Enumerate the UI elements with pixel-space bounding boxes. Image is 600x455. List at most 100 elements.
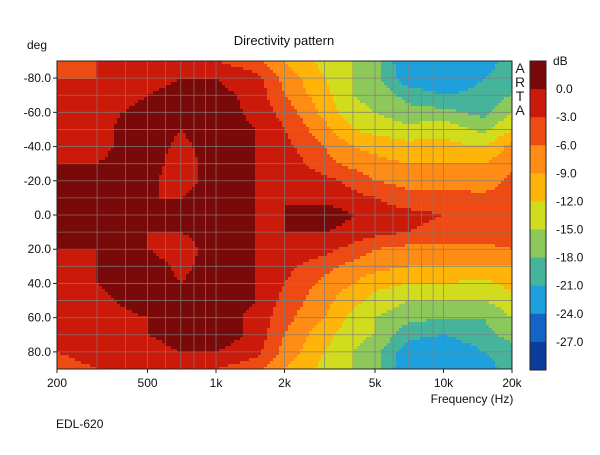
heatmap-cell [297, 103, 301, 107]
heatmap-cell [495, 115, 499, 119]
heatmap-cell [222, 157, 226, 161]
heatmap-cell [381, 148, 385, 152]
heatmap-cell [108, 148, 112, 152]
heatmap-cell [66, 76, 70, 80]
heatmap-cell [309, 106, 313, 110]
heatmap-cell [444, 94, 448, 98]
heatmap-cell [228, 67, 232, 71]
heatmap-cell [501, 130, 505, 134]
heatmap-cell [258, 61, 262, 65]
heatmap-cell [465, 106, 469, 110]
heatmap-cell [495, 85, 499, 89]
heatmap-cell [279, 82, 283, 86]
heatmap-cell [57, 70, 61, 74]
heatmap-cell [279, 133, 283, 137]
heatmap-cell [414, 151, 418, 155]
heatmap-cell [69, 139, 73, 143]
heatmap-cell [357, 124, 361, 128]
heatmap-cell [267, 115, 271, 119]
heatmap-cell [483, 124, 487, 128]
heatmap-cell [288, 103, 292, 107]
heatmap-cell [213, 157, 217, 161]
heatmap-cell [177, 130, 181, 134]
heatmap-cell [486, 112, 490, 116]
heatmap-cell [186, 151, 190, 155]
heatmap-cell [423, 112, 427, 116]
heatmap-cell [375, 70, 379, 74]
heatmap-cell [363, 124, 367, 128]
heatmap-cell [264, 133, 268, 137]
heatmap-cell [237, 109, 241, 113]
heatmap-cell [384, 97, 388, 101]
heatmap-cell [357, 73, 361, 77]
heatmap-cell [483, 139, 487, 143]
heatmap-cell [318, 142, 322, 146]
heatmap-cell [501, 64, 505, 68]
heatmap-cell [90, 118, 94, 122]
heatmap-cell [144, 157, 148, 161]
heatmap-cell [150, 142, 154, 146]
heatmap-cell [111, 67, 115, 71]
heatmap-cell [429, 130, 433, 134]
heatmap-cell [69, 100, 73, 104]
heatmap-cell [408, 142, 412, 146]
heatmap-cell [180, 88, 184, 92]
heatmap-cell [96, 88, 100, 92]
heatmap-cell [375, 109, 379, 113]
heatmap-cell [117, 76, 121, 80]
heatmap-cell [291, 88, 295, 92]
heatmap-cell [327, 157, 331, 161]
heatmap-cell [210, 94, 214, 98]
heatmap-cell [447, 64, 451, 68]
heatmap-cell [138, 79, 142, 83]
heatmap-cell [144, 127, 148, 131]
heatmap-cell [120, 112, 124, 116]
heatmap-cell [297, 148, 301, 152]
heatmap-cell [279, 103, 283, 107]
heatmap-cell [447, 133, 451, 137]
heatmap-cell [372, 142, 376, 146]
heatmap-cell [405, 130, 409, 134]
heatmap-cell [345, 76, 349, 80]
heatmap-cell [450, 112, 454, 116]
heatmap-cell [489, 151, 493, 155]
heatmap-cell [438, 109, 442, 113]
heatmap-cell [282, 70, 286, 74]
heatmap-cell [474, 112, 478, 116]
heatmap-cell [417, 124, 421, 128]
heatmap-cell [324, 73, 328, 77]
heatmap-cell [72, 127, 76, 131]
heatmap-cell [177, 112, 181, 116]
heatmap-cell [123, 142, 127, 146]
heatmap-cell [237, 157, 241, 161]
heatmap-cell [168, 73, 172, 77]
heatmap-cell [267, 100, 271, 104]
heatmap-cell [378, 91, 382, 95]
heatmap-cell [333, 82, 337, 86]
heatmap-cell [240, 91, 244, 95]
heatmap-cell [201, 148, 205, 152]
heatmap-cell [222, 61, 226, 65]
heatmap-cell [273, 70, 277, 74]
heatmap-cell [453, 121, 457, 125]
heatmap-cell [228, 106, 232, 110]
heatmap-cell [408, 100, 412, 104]
heatmap-cell [501, 124, 505, 128]
heatmap-cell [195, 61, 199, 65]
heatmap-cell [480, 112, 484, 116]
heatmap-cell [462, 79, 466, 83]
heatmap-cell [111, 112, 115, 116]
heatmap-cell [381, 118, 385, 122]
heatmap-cell [429, 127, 433, 131]
heatmap-cell [99, 157, 103, 161]
heatmap-cell [102, 148, 106, 152]
heatmap-cell [81, 91, 85, 95]
heatmap-cell [267, 142, 271, 146]
heatmap-cell [120, 76, 124, 80]
heatmap-cell [210, 85, 214, 89]
heatmap-cell [327, 61, 331, 65]
heatmap-cell [210, 88, 214, 92]
heatmap-cell [57, 151, 61, 155]
heatmap-cell [201, 151, 205, 155]
heatmap-cell [468, 112, 472, 116]
